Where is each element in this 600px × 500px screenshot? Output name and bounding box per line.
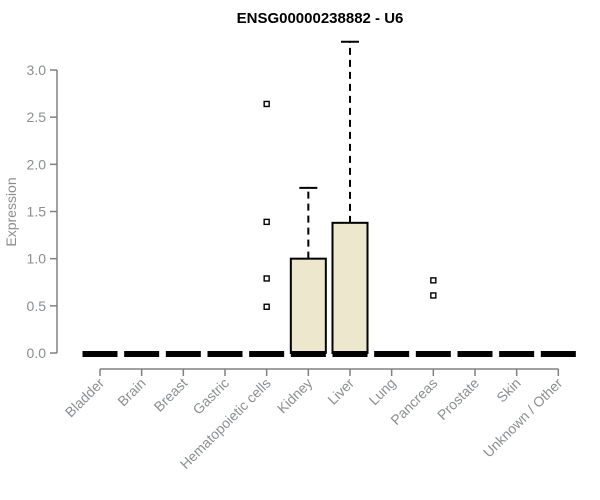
x-label-breast: Breast [151,375,191,415]
median-gastric [207,351,243,357]
x-label-prostate: Prostate [434,375,482,423]
x-label-unknown-other: Unknown / Other [480,375,566,461]
x-label-kidney: Kidney [274,375,316,417]
median-lung [374,351,410,357]
y-tick-label: 1.5 [27,204,47,220]
outlier-hematopoietic-cells [263,275,270,282]
outlier-hematopoietic-cells [263,303,270,310]
outlier-pancreas [430,292,437,299]
median-pancreas [415,351,451,357]
x-label-liver: Liver [324,375,357,408]
median-unknown-other [540,351,576,357]
outlier-hematopoietic-cells [263,218,270,226]
outlier-hematopoietic-cells [263,100,270,108]
x-label-skin: Skin [493,375,524,406]
y-tick-label: 3.0 [27,62,47,78]
y-tick-label: 2.0 [27,156,47,172]
box-kidney [289,257,327,354]
median-breast [165,351,201,357]
box-liver [331,221,369,354]
x-label-brain: Brain [114,375,148,409]
median-bladder [82,351,118,357]
chart-title: ENSG00000238882 - U6 [237,10,404,27]
y-axis-label: Expression [3,177,19,246]
y-tick-label: 0.5 [27,298,47,314]
y-tick-label: 1.0 [27,251,47,267]
median-skin [499,351,535,357]
y-tick-label: 2.5 [27,109,47,125]
median-brain [124,351,160,357]
outlier-pancreas [430,277,437,284]
median-kidney [290,351,326,357]
y-tick-label: 0.0 [27,345,47,361]
x-label-lung: Lung [365,375,398,408]
median-prostate [457,351,493,357]
median-hematopoietic-cells [249,351,285,357]
median-liver [332,351,368,357]
x-label-bladder: Bladder [62,375,108,421]
